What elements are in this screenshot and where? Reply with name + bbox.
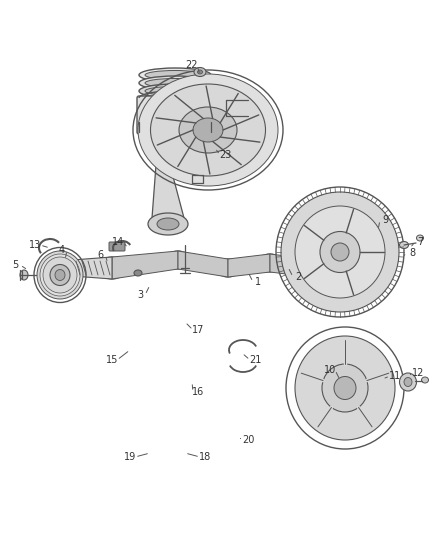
Text: 12: 12 [412, 368, 424, 378]
Ellipse shape [331, 243, 349, 261]
Ellipse shape [145, 78, 205, 87]
Text: 5: 5 [12, 260, 18, 270]
Ellipse shape [139, 84, 211, 98]
Text: 18: 18 [199, 452, 211, 462]
Ellipse shape [258, 254, 282, 272]
Text: 22: 22 [186, 60, 198, 70]
Ellipse shape [40, 254, 80, 296]
Polygon shape [310, 259, 335, 277]
Ellipse shape [98, 257, 126, 279]
Ellipse shape [295, 336, 395, 440]
Text: 9: 9 [382, 215, 388, 225]
Ellipse shape [399, 373, 417, 391]
Ellipse shape [139, 76, 211, 90]
Ellipse shape [138, 74, 278, 186]
FancyBboxPatch shape [109, 242, 125, 251]
Text: 2: 2 [295, 272, 301, 282]
Text: 6: 6 [97, 250, 103, 260]
Ellipse shape [404, 377, 412, 386]
FancyBboxPatch shape [137, 96, 213, 134]
Ellipse shape [145, 70, 205, 79]
Polygon shape [228, 254, 270, 277]
Ellipse shape [198, 70, 202, 74]
Text: 1: 1 [255, 277, 261, 287]
Ellipse shape [37, 251, 83, 299]
Ellipse shape [166, 251, 190, 269]
Ellipse shape [157, 218, 179, 230]
Ellipse shape [151, 84, 265, 176]
Ellipse shape [421, 377, 428, 383]
Ellipse shape [320, 231, 360, 272]
Ellipse shape [50, 264, 70, 286]
Text: 3: 3 [137, 290, 143, 300]
Ellipse shape [179, 107, 237, 153]
Text: 16: 16 [192, 387, 204, 397]
Text: 17: 17 [192, 325, 204, 335]
Text: 23: 23 [219, 150, 231, 160]
Polygon shape [72, 257, 112, 279]
Polygon shape [152, 165, 184, 218]
Ellipse shape [247, 102, 257, 114]
Ellipse shape [281, 192, 399, 312]
Ellipse shape [134, 270, 142, 276]
Polygon shape [178, 251, 228, 277]
Ellipse shape [148, 213, 188, 235]
Ellipse shape [166, 113, 184, 123]
Text: 8: 8 [409, 248, 415, 258]
Ellipse shape [43, 257, 77, 293]
Text: 21: 21 [249, 355, 261, 365]
Ellipse shape [216, 259, 240, 277]
Text: 11: 11 [389, 371, 401, 381]
Ellipse shape [194, 68, 206, 77]
Ellipse shape [158, 155, 168, 163]
Ellipse shape [55, 270, 65, 280]
Text: 13: 13 [29, 240, 41, 250]
Ellipse shape [145, 86, 205, 95]
Ellipse shape [298, 259, 322, 277]
Text: 7: 7 [417, 237, 423, 247]
Ellipse shape [193, 118, 223, 142]
Ellipse shape [334, 376, 356, 400]
Text: 10: 10 [324, 365, 336, 375]
Polygon shape [112, 251, 178, 279]
Ellipse shape [322, 364, 368, 412]
Ellipse shape [153, 151, 173, 167]
Ellipse shape [139, 68, 211, 82]
Text: 14: 14 [112, 237, 124, 247]
Ellipse shape [20, 270, 28, 280]
Text: 19: 19 [124, 452, 136, 462]
Text: 20: 20 [242, 435, 254, 445]
Ellipse shape [295, 206, 385, 298]
Ellipse shape [417, 235, 424, 241]
Polygon shape [270, 254, 310, 277]
Text: 4: 4 [59, 245, 65, 255]
Text: 15: 15 [106, 355, 118, 365]
Ellipse shape [399, 241, 409, 248]
